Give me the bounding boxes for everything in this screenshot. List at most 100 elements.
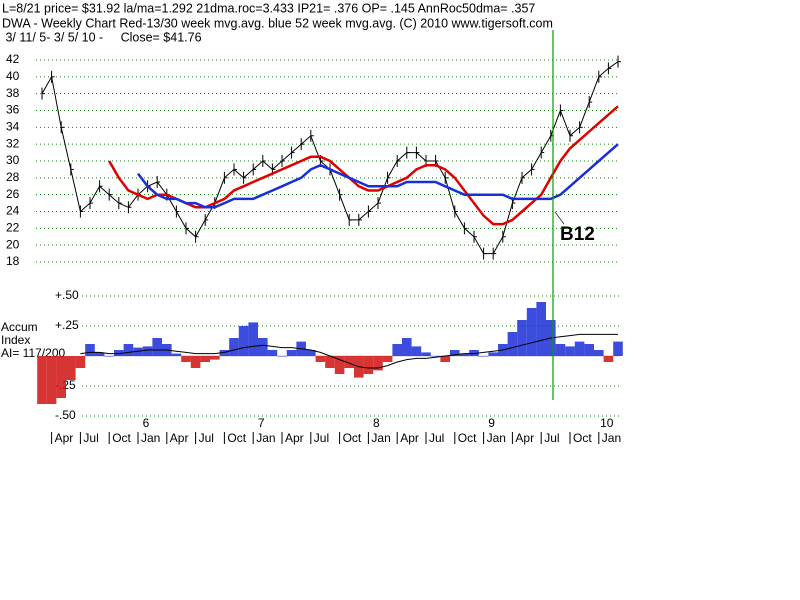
ai-bar xyxy=(507,332,518,356)
signal-pointer xyxy=(554,211,565,225)
y-tick-label: +.50 xyxy=(55,288,79,302)
ai-bar xyxy=(123,344,134,356)
ai-label: Accum xyxy=(1,320,38,334)
ai-bar xyxy=(603,356,614,362)
x-tick-label: Oct xyxy=(573,431,592,445)
ai-bar xyxy=(190,356,201,368)
ai-bar xyxy=(85,344,95,356)
x-tick-label: Oct xyxy=(112,431,131,445)
x-tick-label: Oct xyxy=(227,431,246,445)
ai-bar xyxy=(114,350,124,356)
ai-bar xyxy=(440,356,450,362)
x-tick-label: Jan xyxy=(141,431,160,445)
ai-bar xyxy=(526,308,537,356)
x-tick-label: Jul xyxy=(544,431,559,445)
y-tick-label: 30 xyxy=(6,153,20,167)
moving-average xyxy=(137,143,619,209)
ai-bar xyxy=(565,346,575,356)
ai-bar xyxy=(488,352,498,356)
x-tick-label: Oct xyxy=(343,431,362,445)
year-label: 7 xyxy=(258,416,265,430)
y-tick-label: 38 xyxy=(6,86,20,100)
ai-bar xyxy=(306,350,316,356)
y-tick-label: 42 xyxy=(6,52,20,66)
ai-bar xyxy=(267,350,278,356)
ai-bar xyxy=(584,344,594,356)
ai-bar xyxy=(325,356,335,368)
x-tick-label: Jul xyxy=(429,431,444,445)
x-tick-label: Apr xyxy=(515,431,534,445)
ai-bar xyxy=(258,338,268,356)
y-tick-label: -.50 xyxy=(55,408,76,422)
ai-bar xyxy=(248,322,258,356)
ai-bar xyxy=(315,356,326,362)
year-label: 8 xyxy=(373,416,380,430)
year-label: 6 xyxy=(143,416,150,430)
y-tick-label: 18 xyxy=(6,254,20,268)
ai-bar xyxy=(334,356,345,374)
ai-bar xyxy=(200,356,210,362)
ai-bar xyxy=(421,352,431,356)
ai-bar xyxy=(517,320,527,356)
x-tick-label: Jan xyxy=(487,431,506,445)
ai-bar xyxy=(286,350,297,356)
ai-bar xyxy=(142,346,153,356)
ai-bar xyxy=(56,356,66,398)
year-label: 10 xyxy=(600,416,614,430)
ai-moving-average xyxy=(80,333,618,369)
x-tick-label: Apr xyxy=(400,431,419,445)
x-tick-label: Jan xyxy=(256,431,275,445)
ai-bar xyxy=(210,356,220,360)
ai-bar xyxy=(392,344,402,356)
y-tick-label: 32 xyxy=(6,136,20,150)
ai-bar xyxy=(133,347,143,356)
y-tick-label: 28 xyxy=(6,170,20,184)
ai-bar xyxy=(373,356,383,371)
ai-bar xyxy=(152,338,162,356)
ai-bar xyxy=(430,356,441,357)
ai-bar xyxy=(613,341,623,356)
ai-bar xyxy=(469,350,479,356)
x-tick-label: Apr xyxy=(170,431,189,445)
x-tick-label: Apr xyxy=(55,431,74,445)
header-line: L=8/21 price= $31.92 la/ma=1.292 21dma.r… xyxy=(2,1,535,15)
moving-average xyxy=(108,105,619,226)
ai-bar xyxy=(46,356,57,404)
ai-bar xyxy=(344,356,354,368)
x-tick-label: Jan xyxy=(602,431,621,445)
ai-bar xyxy=(66,356,76,380)
ai-bar xyxy=(171,353,182,356)
ai-bar xyxy=(402,338,412,356)
x-tick-label: Jul xyxy=(83,431,98,445)
x-tick-label: Jan xyxy=(371,431,390,445)
ai-bar xyxy=(75,356,86,368)
ai-bar xyxy=(363,356,374,374)
ai-bar xyxy=(450,350,460,356)
y-tick-label: +.25 xyxy=(55,318,79,332)
y-tick-label: 20 xyxy=(6,237,20,251)
ai-bar xyxy=(277,356,287,357)
y-tick-label: 36 xyxy=(6,103,20,117)
ai-bar xyxy=(104,356,114,357)
y-tick-label: 34 xyxy=(6,120,20,134)
ai-bar xyxy=(574,341,585,356)
y-tick-label: 26 xyxy=(6,187,20,201)
ai-bar xyxy=(382,356,393,362)
header-line: 3/ 11/ 5- 3/ 5/ 10 - Close= $41.76 xyxy=(2,30,202,44)
ai-bar xyxy=(37,356,47,404)
ai-bar xyxy=(94,352,105,356)
x-tick-label: Jul xyxy=(314,431,329,445)
x-tick-label: Jul xyxy=(199,431,214,445)
x-tick-label: Apr xyxy=(285,431,304,445)
ai-bar xyxy=(459,353,470,356)
ai-bar xyxy=(229,338,239,356)
ai-label: Index xyxy=(1,333,30,347)
ai-bar xyxy=(536,302,546,356)
signal-label: B12 xyxy=(560,224,595,245)
ai-bar xyxy=(219,350,230,356)
ai-bar xyxy=(411,346,422,356)
y-tick-label: 22 xyxy=(6,221,20,235)
ai-bar xyxy=(478,356,489,357)
